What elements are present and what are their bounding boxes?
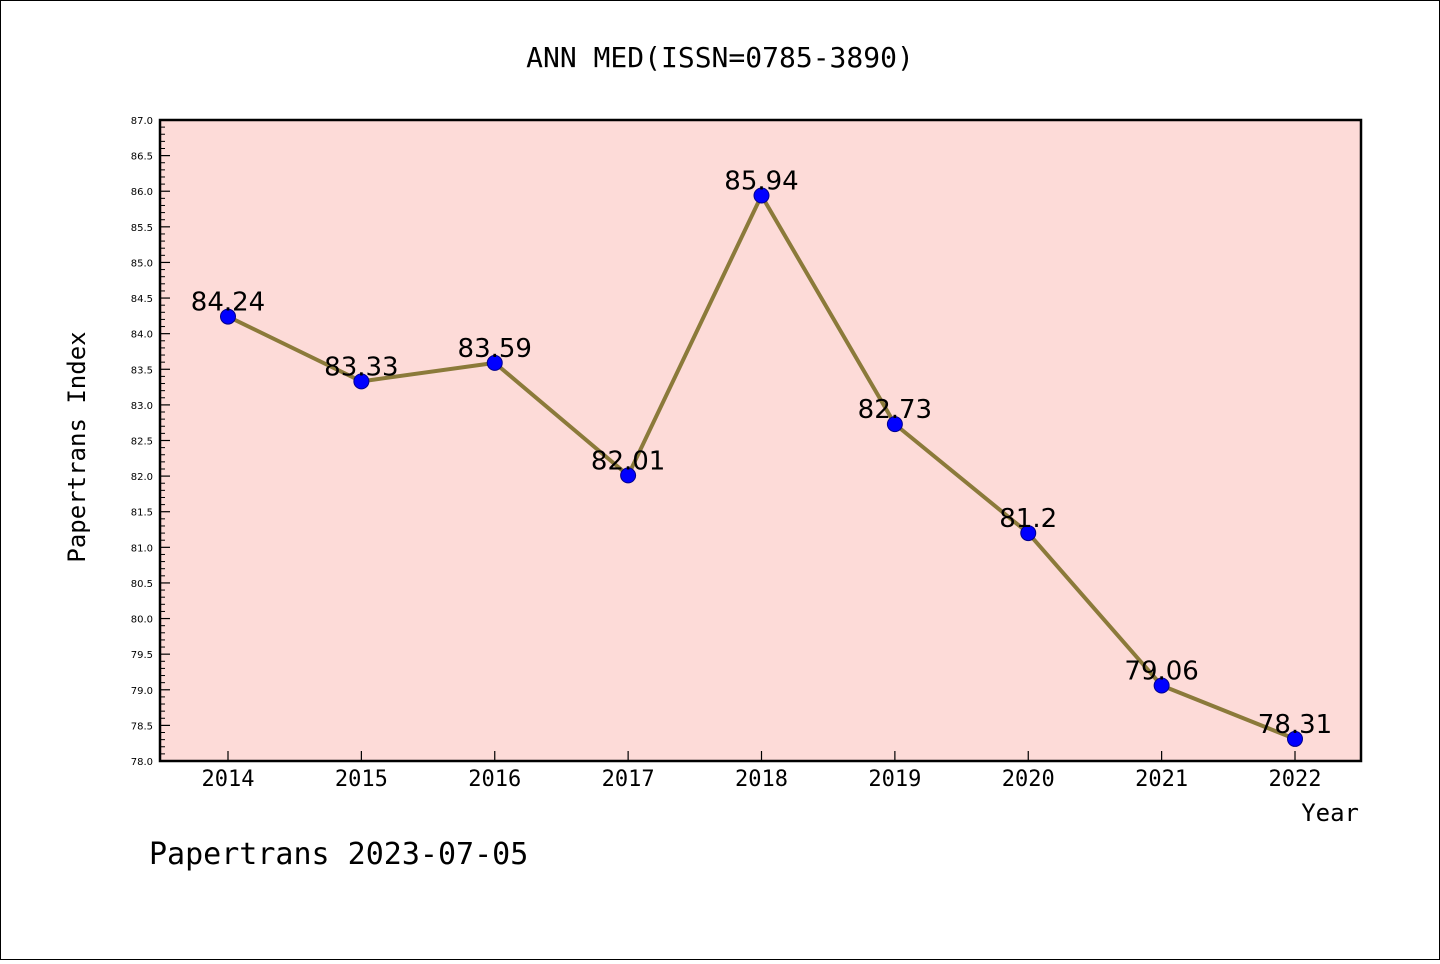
plot-area [158, 118, 1363, 763]
y-tick-label: 84.0 [131, 330, 153, 341]
data-point [753, 187, 770, 204]
x-tick-label: 2020 [1002, 767, 1055, 792]
data-point [220, 308, 236, 325]
data-point [620, 467, 637, 484]
y-tick-label: 78.0 [131, 757, 153, 768]
footer-text: Papertrans 2023-07-05 [149, 837, 528, 872]
y-tick-label: 81.0 [131, 543, 153, 554]
data-point [1020, 525, 1037, 542]
data-label: 79.06 [1124, 657, 1198, 687]
y-tick-label: 82.0 [131, 472, 153, 483]
data-label: 85.94 [724, 166, 798, 196]
y-axis-ticks: 78.0 78.5 79.0 79.5 80.0 80.5 81.0 81.5 82.0 82.5… [131, 116, 170, 768]
data-label: 82.73 [858, 395, 932, 425]
y-tick-label: 81.5 [131, 508, 153, 519]
y-tick-label: 86.5 [131, 152, 153, 163]
y-tick-label: 85.0 [131, 258, 153, 269]
y-tick-label: 79.0 [131, 686, 153, 697]
data-point [1153, 677, 1170, 694]
x-tick-label: 2014 [202, 767, 255, 792]
data-point [353, 373, 370, 390]
data-point [486, 354, 503, 371]
y-tick-label: 80.5 [131, 579, 153, 590]
data-point [1287, 730, 1303, 747]
x-tick-label: 2017 [602, 767, 655, 792]
y-axis-label: Papertrans Index [63, 331, 91, 562]
x-tick-label: 2019 [868, 767, 921, 792]
data-point [886, 416, 903, 433]
x-tick-label: 2021 [1135, 767, 1188, 792]
data-label: 78.31 [1258, 710, 1332, 740]
x-axis-ticks: 2014 2015 2016 2017 2018 2019 2020 2021 2022 [202, 751, 1322, 792]
x-tick-label: 2016 [468, 767, 521, 792]
data-label: 83.59 [458, 334, 532, 364]
y-tick-label: 83.5 [131, 365, 153, 376]
y-tick-label: 85.5 [131, 223, 153, 234]
y-tick-label: 83.0 [131, 401, 153, 412]
y-tick-label: 82.5 [131, 437, 153, 448]
y-tick-label: 80.0 [131, 615, 153, 626]
y-tick-label: 86.0 [131, 187, 153, 198]
data-label: 81.2 [999, 504, 1057, 534]
data-points [220, 187, 1303, 747]
data-labels: 84.24 83.33 83.59 82.01 85.94 82.73 81.2 79.06 7… [191, 166, 1332, 739]
x-tick-label: 2015 [335, 767, 388, 792]
data-label: 82.01 [591, 446, 665, 476]
y-tick-label: 79.5 [131, 650, 153, 661]
chart-title: ANN MED(ISSN=0785-3890) [526, 41, 914, 74]
y-tick-label: 87.0 [131, 116, 153, 127]
data-label: 84.24 [191, 288, 265, 318]
y-tick-label: 84.5 [131, 294, 153, 305]
data-label: 83.33 [324, 352, 398, 382]
x-tick-label: 2022 [1269, 767, 1322, 792]
x-tick-label: 2018 [735, 767, 788, 792]
y-tick-label: 78.5 [131, 721, 153, 732]
x-axis-label: Year [1301, 799, 1359, 827]
